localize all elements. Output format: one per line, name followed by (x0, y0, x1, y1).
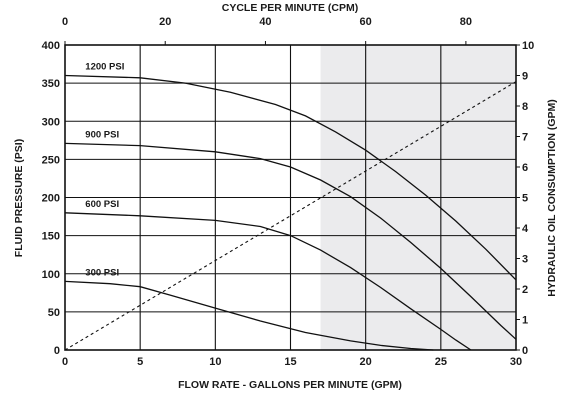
top-tick-label: 60 (360, 16, 372, 28)
x-tick-label: 25 (435, 356, 447, 368)
y2-tick-label: 9 (522, 71, 528, 83)
y2-tick-label: 4 (522, 223, 529, 235)
x-tick-label: 30 (510, 356, 522, 368)
y2-tick-label: 3 (522, 254, 528, 266)
x-tick-label: 5 (137, 356, 143, 368)
series-line (64, 142, 517, 340)
y-tick-label: 400 (42, 40, 60, 52)
x-axis-title: FLOW RATE - GALLONS PER MINUTE (GPM) (178, 379, 402, 391)
y2-tick-label: 1 (522, 315, 528, 327)
series-label: 600 PSI (85, 199, 119, 210)
series-label: 900 PSI (85, 129, 119, 140)
y-tick-label: 50 (48, 307, 60, 319)
series-line (64, 212, 472, 351)
series-label: 1200 PSI (85, 62, 124, 73)
series-labels: 1200 PSI 900 PSI 600 PSI 300 PSI (85, 62, 124, 279)
top-axis-title: CYCLE PER MINUTE (CPM) (222, 2, 359, 14)
x-tick-label: 15 (284, 356, 296, 368)
top-tick-label: 40 (259, 16, 271, 28)
y2-tick-label: 7 (522, 132, 528, 144)
y2-tick-label: 0 (522, 345, 528, 357)
y2-axis-title: HYDRAULIC OIL CONSUMPTION (GPM) (546, 99, 558, 297)
top-tick-label: 0 (62, 16, 68, 28)
series-group (64, 74, 517, 351)
y-tick-label: 100 (42, 269, 60, 281)
x-tick-label: 20 (360, 356, 372, 368)
tick-labels: 0 5 10 15 20 25 300 20 40 60 800501001502002503003… (42, 16, 535, 368)
series-line (64, 280, 434, 351)
x-tick-label: 0 (62, 356, 68, 368)
y2-tick-label: 2 (522, 284, 528, 296)
y2-tick-label: 8 (522, 101, 528, 113)
y-tick-label: 0 (54, 345, 60, 357)
x-tick-label: 10 (209, 356, 221, 368)
y-tick-label: 200 (42, 193, 60, 205)
y-axis-title: FLUID PRESSURE (PSI) (13, 139, 25, 257)
y2-tick-label: 6 (522, 162, 528, 174)
y2-tick-label: 5 (522, 193, 528, 205)
y-tick-label: 250 (42, 154, 60, 166)
top-tick-label: 80 (460, 16, 472, 28)
y2-tick-label: 10 (522, 40, 534, 52)
series-line (64, 74, 517, 281)
y-tick-label: 300 (42, 116, 60, 128)
y-tick-label: 350 (42, 78, 60, 90)
y-tick-label: 150 (42, 231, 60, 243)
top-tick-label: 20 (159, 16, 171, 28)
series-label: 300 PSI (85, 267, 119, 278)
